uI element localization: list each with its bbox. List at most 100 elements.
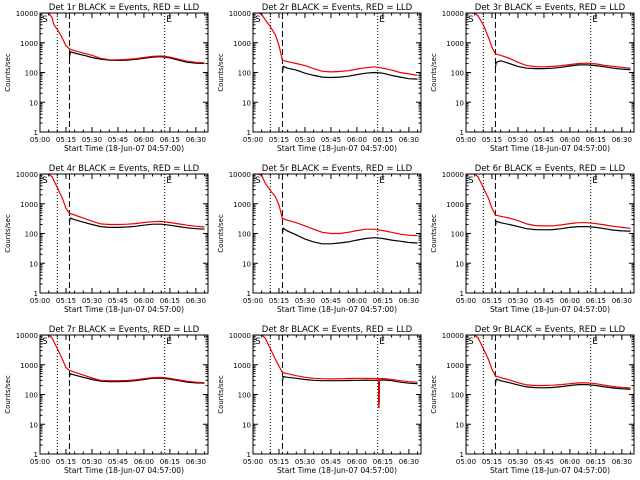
y-tick-label: 1: [247, 290, 251, 298]
x-tick-label: 05:45: [108, 458, 128, 466]
end-marker: E: [592, 337, 598, 347]
x-tick-label: 05:15: [482, 458, 502, 466]
x-tick-label: 05:30: [82, 458, 102, 466]
x-tick-label: 05:45: [108, 136, 128, 144]
chart-title: Det 7r BLACK = Events, RED = LLD: [49, 325, 200, 335]
series-events-line: [281, 227, 418, 245]
series-events-line: [494, 220, 631, 232]
y-tick-label: 1: [34, 451, 38, 459]
x-tick-label: 06:00: [347, 458, 367, 466]
x-tick-label: 05:30: [295, 297, 315, 305]
x-axis-label: Start Time (18-Jun-07 04:57:00): [490, 144, 610, 153]
y-tick-label: 10: [455, 421, 464, 429]
y-tick-label: 10: [29, 421, 38, 429]
start-marker: S: [255, 15, 261, 25]
x-axis-label: Start Time (18-Jun-07 04:57:00): [277, 144, 397, 153]
x-tick-label: 05:00: [30, 458, 50, 466]
y-tick-label: 1000: [20, 40, 38, 48]
y-tick-label: 100: [25, 70, 38, 78]
x-tick-label: 05:15: [56, 297, 76, 305]
y-tick-label: 10000: [229, 10, 251, 18]
x-tick-label: 05:30: [508, 297, 528, 305]
series-lld-line: [40, 174, 205, 228]
y-tick-label: 1: [460, 129, 464, 137]
series-lld-line: [466, 174, 631, 229]
series-lld-line: [253, 174, 418, 237]
x-tick-label: 05:30: [295, 458, 315, 466]
x-tick-label: 05:30: [508, 136, 528, 144]
series-lld-line: [466, 13, 631, 69]
y-tick-label: 10000: [229, 332, 251, 340]
series-events-line: [494, 60, 631, 71]
chart-title: Det 3r BLACK = Events, RED = LLD: [475, 3, 626, 13]
y-tick-label: 100: [238, 70, 251, 78]
x-tick-label: 06:00: [134, 136, 154, 144]
x-axis-label: Start Time (18-Jun-07 04:57:00): [64, 305, 184, 314]
y-tick-label: 100: [238, 231, 251, 239]
y-tick-label: 100: [451, 231, 464, 239]
x-tick-label: 06:30: [612, 297, 632, 305]
x-axis-label: Start Time (18-Jun-07 04:57:00): [490, 466, 610, 475]
start-marker: S: [468, 337, 474, 347]
y-tick-label: 10: [242, 260, 251, 268]
x-tick-label: 05:30: [82, 136, 102, 144]
series-events-line: [494, 378, 631, 390]
x-tick-label: 05:15: [482, 136, 502, 144]
x-tick-label: 06:15: [160, 297, 180, 305]
x-tick-label: 06:15: [586, 297, 606, 305]
x-tick-label: 05:15: [56, 136, 76, 144]
chart-title: Det 5r BLACK = Events, RED = LLD: [262, 164, 413, 174]
x-tick-label: 06:30: [399, 297, 419, 305]
x-tick-label: 05:00: [30, 136, 50, 144]
x-tick-label: 06:30: [186, 136, 206, 144]
end-marker: E: [379, 15, 385, 25]
x-tick-label: 05:45: [534, 458, 554, 466]
x-tick-label: 05:00: [30, 297, 50, 305]
x-tick-label: 05:15: [269, 458, 289, 466]
x-tick-label: 06:00: [560, 458, 580, 466]
plot-frame: [39, 334, 209, 455]
y-tick-label: 100: [451, 70, 464, 78]
y-tick-label: 10000: [16, 332, 38, 340]
y-tick-label: 100: [25, 392, 38, 400]
x-tick-label: 05:00: [456, 458, 476, 466]
y-tick-label: 1: [34, 290, 38, 298]
y-tick-label: 100: [238, 392, 251, 400]
x-tick-label: 06:15: [373, 458, 393, 466]
x-tick-label: 06:30: [186, 297, 206, 305]
series-events-line: [281, 375, 418, 404]
y-tick-label: 1000: [446, 40, 464, 48]
y-tick-label: 100: [451, 392, 464, 400]
y-tick-label: 10000: [442, 332, 464, 340]
x-tick-label: 06:15: [373, 136, 393, 144]
x-tick-label: 05:15: [269, 297, 289, 305]
end-marker: E: [379, 176, 385, 186]
x-tick-label: 05:15: [482, 297, 502, 305]
start-marker: S: [42, 176, 48, 186]
y-tick-label: 1000: [233, 362, 251, 370]
x-tick-label: 05:45: [321, 297, 341, 305]
y-tick-label: 1000: [20, 362, 38, 370]
series-lld-line: [40, 335, 205, 384]
x-tick-label: 06:15: [373, 297, 393, 305]
x-tick-label: 06:00: [134, 297, 154, 305]
x-tick-label: 06:15: [586, 458, 606, 466]
y-tick-label: 1: [460, 451, 464, 459]
y-tick-label: 10: [242, 99, 251, 107]
end-marker: E: [592, 176, 598, 186]
y-axis-label: Counts/sec: [430, 214, 438, 253]
y-tick-label: 10000: [16, 171, 38, 179]
chart-title: Det 6r BLACK = Events, RED = LLD: [475, 164, 626, 174]
x-tick-label: 06:30: [399, 136, 419, 144]
chart-title: Det 1r BLACK = Events, RED = LLD: [49, 3, 200, 13]
plot-frame: [465, 334, 635, 455]
chart-title: Det 8r BLACK = Events, RED = LLD: [262, 325, 413, 335]
x-tick-label: 05:45: [321, 136, 341, 144]
chart-title: Det 9r BLACK = Events, RED = LLD: [475, 325, 626, 335]
